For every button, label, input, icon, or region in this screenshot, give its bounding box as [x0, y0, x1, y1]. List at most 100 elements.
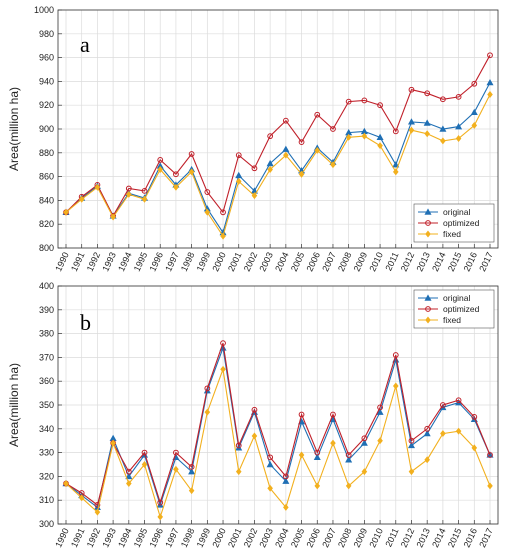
series-line-fixed — [65, 94, 491, 238]
data-point-optimized — [125, 185, 132, 192]
x-tick-label: 1993 — [100, 527, 118, 549]
y-tick-label: 920 — [39, 100, 54, 110]
x-tick-label: 2005 — [289, 527, 307, 549]
x-tick-label: 2007 — [320, 251, 338, 273]
data-point-fixed — [487, 482, 493, 490]
x-tick-label: 2006 — [305, 527, 323, 549]
data-point-optimized — [220, 340, 226, 347]
series-line-original — [65, 82, 491, 234]
data-point-original — [266, 460, 274, 468]
x-tick-label: 2009 — [352, 527, 370, 549]
data-point-original — [188, 468, 196, 475]
data-point-original — [282, 145, 290, 152]
data-point-fixed — [345, 482, 352, 490]
y-tick-label: 340 — [39, 424, 54, 434]
x-tick-label: 1997 — [163, 527, 181, 549]
data-point-optimized — [141, 449, 148, 456]
data-point-optimized — [361, 435, 368, 442]
data-point-fixed — [408, 468, 415, 476]
x-tick-label: 2016 — [462, 527, 480, 549]
data-point-fixed — [235, 468, 242, 476]
data-point-original — [345, 456, 353, 463]
x-tick-label: 2009 — [352, 251, 370, 273]
data-point-optimized — [330, 411, 336, 418]
data-point-optimized — [173, 449, 179, 456]
x-tick-label: 1992 — [85, 527, 103, 549]
data-point-optimized — [471, 414, 478, 420]
data-point-original — [423, 119, 431, 126]
y-tick-label: 350 — [39, 400, 54, 410]
series-line-optimized — [65, 342, 491, 506]
x-tick-label: 1990 — [53, 251, 71, 273]
data-point-fixed — [392, 382, 399, 390]
data-point-original — [439, 125, 447, 132]
data-point-optimized — [157, 157, 164, 163]
data-point-optimized — [392, 128, 399, 135]
data-point-optimized — [282, 473, 289, 480]
legend-label-fixed: fixed — [443, 229, 461, 239]
y-tick-label: 820 — [39, 219, 54, 229]
data-point-fixed — [126, 480, 132, 488]
data-point-original — [376, 408, 384, 415]
data-point-optimized — [157, 499, 164, 506]
legend-marker-optimized — [425, 220, 431, 226]
x-tick-label: 1995 — [132, 251, 150, 273]
x-tick-label: 1997 — [163, 251, 181, 273]
series-line-fixed — [65, 369, 491, 519]
x-tick-label: 2014 — [430, 251, 448, 273]
data-point-optimized — [345, 98, 352, 105]
data-point-fixed — [157, 513, 164, 521]
data-point-fixed — [487, 91, 493, 98]
data-point-original — [235, 171, 243, 179]
data-point-optimized — [455, 93, 462, 100]
data-point-optimized — [94, 502, 101, 508]
data-point-fixed — [235, 177, 242, 185]
y-tick-label: 380 — [39, 329, 54, 339]
data-point-optimized — [282, 117, 289, 124]
x-tick-label: 2003 — [257, 251, 275, 273]
legend-label-optimized: optimized — [443, 218, 480, 228]
x-tick-label: 2013 — [414, 527, 432, 549]
y-tick-label: 360 — [39, 376, 54, 386]
legend-label-fixed: fixed — [443, 315, 461, 325]
data-point-original — [313, 453, 321, 461]
y-tick-label: 390 — [39, 305, 54, 315]
data-point-fixed — [267, 484, 273, 492]
data-point-optimized — [235, 442, 242, 449]
data-point-fixed — [267, 165, 273, 173]
data-point-fixed — [283, 151, 289, 159]
x-tick-label: 2012 — [399, 251, 417, 273]
data-point-optimized — [330, 126, 336, 132]
x-tick-label: 2010 — [367, 251, 385, 273]
data-point-original — [423, 429, 431, 437]
data-point-fixed — [330, 161, 336, 169]
legend-marker-fixed — [425, 316, 431, 324]
data-point-fixed — [314, 146, 321, 154]
x-tick-label: 1996 — [148, 527, 166, 549]
data-point-optimized — [314, 111, 321, 118]
x-tick-label: 2008 — [336, 251, 354, 273]
data-point-fixed — [440, 430, 446, 438]
y-tick-label: 840 — [39, 195, 54, 205]
panel-letter: a — [80, 32, 90, 57]
data-point-optimized — [188, 463, 195, 470]
legend-marker-original — [424, 208, 432, 215]
data-point-fixed — [173, 465, 179, 473]
data-point-optimized — [487, 52, 493, 59]
y-axis-label: Area(million ha) — [7, 363, 21, 447]
x-tick-label: 2002 — [242, 251, 260, 273]
x-tick-label: 1994 — [116, 251, 134, 273]
data-point-optimized — [204, 189, 211, 195]
y-tick-label: 370 — [39, 352, 54, 362]
data-point-fixed — [157, 165, 164, 173]
x-tick-label: 2005 — [289, 251, 307, 273]
data-point-optimized — [220, 209, 226, 216]
y-tick-label: 900 — [39, 124, 54, 134]
legend-marker-optimized — [425, 306, 431, 312]
x-tick-label: 2000 — [210, 251, 228, 273]
x-tick-label: 2002 — [242, 527, 260, 549]
data-point-optimized — [377, 102, 383, 109]
panel-b: 3003103203303403503603703803904001990199… — [7, 281, 499, 549]
